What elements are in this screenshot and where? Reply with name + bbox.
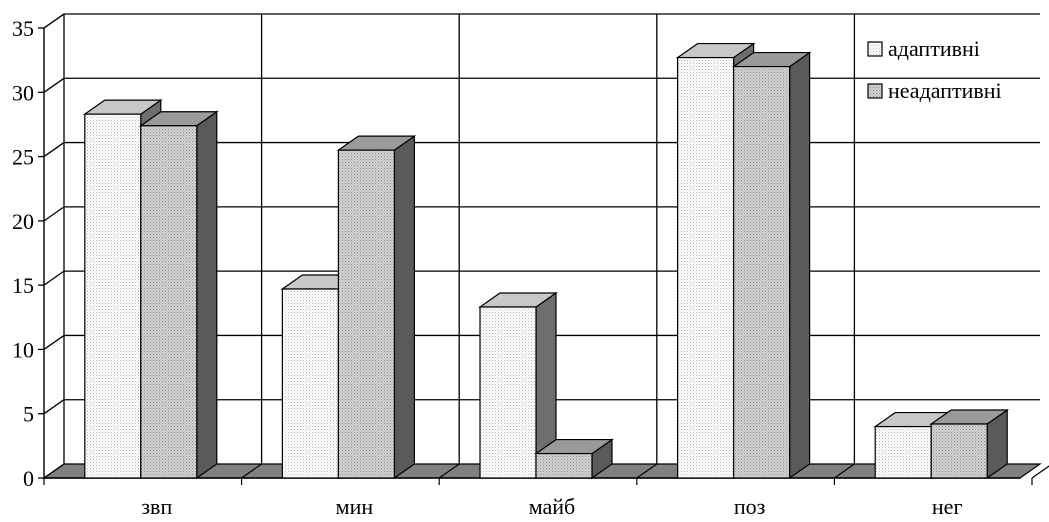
bar — [336, 134, 417, 480]
bar-front — [337, 149, 395, 479]
y-axis-top — [43, 13, 65, 29]
bar-front — [535, 452, 593, 479]
side-gridline — [43, 399, 65, 415]
bars — [82, 42, 1010, 480]
floor-divider — [834, 463, 855, 479]
y-tick-label: 25 — [12, 145, 34, 170]
bar-side — [393, 134, 415, 480]
axis-labels: 0 5 10 15 20 25 30 35 звп мин майб поз нег — [12, 16, 962, 519]
floor-divider — [438, 463, 460, 479]
x-tick-label: мин — [336, 494, 374, 519]
legend: адаптивні неадаптивні — [867, 36, 1002, 103]
bar — [478, 291, 558, 480]
side-gridline — [43, 77, 65, 93]
side-gridline — [43, 334, 65, 350]
y-tick-label: 20 — [12, 209, 34, 234]
side-gridline — [43, 206, 65, 222]
legend-swatch — [867, 41, 883, 57]
bar — [138, 110, 219, 480]
bar-front — [874, 425, 932, 479]
y-tick-label: 30 — [12, 80, 34, 105]
side-gridline — [43, 142, 65, 158]
y-tick-label: 0 — [23, 466, 34, 491]
bar-front — [84, 113, 142, 479]
bar-side — [196, 110, 218, 480]
x-tick-label: поз — [734, 494, 765, 519]
x-tick-label: нег — [932, 494, 963, 519]
legend-item: адаптивні — [867, 36, 980, 61]
floor-divider — [636, 463, 658, 479]
bar-front — [479, 306, 537, 479]
floor-divider — [241, 463, 262, 479]
bar-front — [281, 288, 339, 479]
gridlines — [43, 13, 1040, 464]
y-tick-label: 5 — [23, 402, 34, 427]
floor-divider — [43, 463, 65, 479]
bar-front — [140, 125, 198, 479]
side-gridline — [43, 270, 65, 286]
y-tick-label: 35 — [12, 16, 34, 41]
bar-front — [732, 65, 791, 479]
legend-label: адаптивні — [888, 36, 980, 61]
bar — [731, 51, 812, 480]
x-tick-label: звп — [141, 494, 172, 519]
x-tick-label: майб — [529, 494, 576, 519]
legend-label: неадаптивні — [888, 78, 1002, 103]
bar-side — [788, 51, 811, 480]
bar-front — [676, 56, 735, 479]
bar-front — [930, 423, 988, 479]
legend-swatch — [867, 83, 883, 99]
bar — [929, 408, 1010, 480]
y-tick-label: 15 — [12, 273, 34, 298]
bar — [534, 438, 614, 480]
legend-item: неадаптивні — [867, 78, 1002, 103]
y-tick-label: 10 — [12, 337, 34, 362]
